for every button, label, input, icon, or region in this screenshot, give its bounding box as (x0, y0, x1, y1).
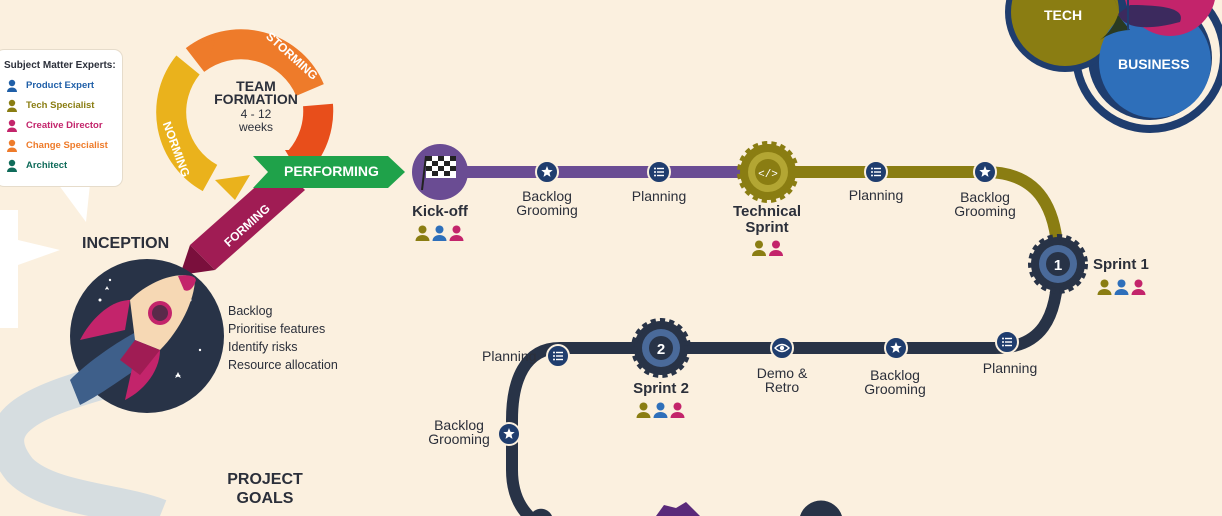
performing-arrow (253, 156, 405, 188)
list-icon (647, 160, 671, 184)
legend-tail (58, 184, 90, 222)
step-planning-2: Planning (848, 187, 904, 203)
list-icon (546, 344, 570, 368)
list-icon (864, 160, 888, 184)
inception-item-prioritise: Prioritise features (228, 322, 326, 336)
eye-icon (770, 336, 794, 360)
person-icon (7, 159, 17, 172)
step-backlog-grooming-2-l2: Grooming (954, 203, 1016, 219)
inception-title: INCEPTION (82, 235, 170, 252)
team-formation-title-1: TEAM (236, 78, 276, 94)
sprint2-number: 2 (657, 341, 665, 358)
kickoff-people (415, 225, 465, 241)
step-backlog-grooming-3-l2: Grooming (864, 381, 926, 397)
technical-sprint-label-1: Technical (732, 203, 802, 220)
venn-tech-circle (1011, 0, 1119, 66)
sprint1-gear: 1 (1028, 234, 1088, 294)
project-goals-line2: GOALS (236, 490, 294, 507)
person-icon (1131, 279, 1146, 295)
kickoff-label: Kick-off (412, 203, 468, 220)
track-navy (506, 263, 1064, 516)
code-icon: </> (758, 169, 778, 181)
technical-sprint-label-2: Sprint (745, 219, 789, 236)
partial-bubble (0, 210, 18, 328)
team-formation-unit: weeks (238, 120, 274, 134)
star-icon (497, 422, 521, 446)
list-icon (995, 330, 1019, 354)
person-icon (1114, 279, 1129, 295)
step-backlog-grooming-1-l2: Grooming (516, 202, 578, 218)
venn-business-label: BUSINESS (1118, 56, 1190, 72)
person-icon (769, 240, 783, 256)
star-icon (973, 160, 997, 184)
venn-tech-label: TECH (1044, 7, 1083, 23)
team-formation-title-2: FORMATION (214, 91, 298, 107)
bottom-badge (656, 502, 700, 516)
norming-arc (156, 55, 218, 192)
step-backlog-grooming-2-l1: Backlog (960, 189, 1010, 205)
performing-label: PERFORMING (284, 163, 379, 179)
inception-item-risks: Identify risks (228, 340, 298, 354)
step-backlog-grooming-4-l2: Grooming (428, 431, 490, 447)
legend-title: Subject Matter Experts: (4, 60, 116, 71)
sprint1-label: Sprint 1 (1093, 256, 1149, 273)
star-icon (535, 160, 559, 184)
step-planning-1: Planning (631, 188, 687, 204)
step-backlog-grooming-3-l1: Backlog (870, 367, 920, 383)
person-icon (415, 225, 430, 241)
sprint2-label: Sprint 2 (633, 380, 689, 397)
person-icon (670, 402, 685, 418)
venn-overlap (1118, 5, 1181, 28)
technical-sprint-people (752, 240, 784, 256)
person-icon (653, 402, 668, 418)
technical-sprint-gear: </> (737, 141, 799, 203)
person-icon (449, 225, 464, 241)
sprint2-gear: 2 (631, 318, 691, 378)
venn-diagram (1005, 0, 1222, 133)
person-icon (7, 119, 17, 132)
step-demo-retro-l2: Retro (764, 379, 800, 395)
team-formation-duration: 4 - 12 (240, 107, 272, 121)
sprint1-number: 1 (1054, 257, 1062, 274)
person-icon (7, 139, 17, 152)
step-planning-3: Planning (982, 360, 1038, 376)
person-icon (636, 402, 651, 418)
legend-panel: Subject Matter Experts: Product Expert T… (0, 50, 122, 186)
person-icon (1097, 279, 1112, 295)
kickoff-node (412, 144, 468, 200)
road-path (0, 363, 167, 516)
project-goals-line1: PROJECT (227, 471, 303, 488)
inception-rocket (70, 259, 224, 413)
person-icon (7, 79, 17, 92)
inception-item-resources: Resource allocation (228, 358, 338, 372)
forming-ribbon (190, 165, 305, 270)
person-icon (7, 99, 17, 112)
step-demo-retro-l1: Demo & (756, 365, 808, 381)
bottom-node (800, 500, 842, 516)
star-icon (884, 336, 908, 360)
step-nodes (497, 160, 1019, 446)
step-planning-4: Planning (482, 348, 537, 364)
sprint1-people (1097, 279, 1147, 295)
person-icon (752, 240, 766, 256)
step-backlog-grooming-1-l1: Backlog (522, 188, 572, 204)
step-backlog-grooming-4-l1: Backlog (434, 417, 484, 433)
team-formation-cycle (156, 29, 405, 275)
inception-item-backlog: Backlog (228, 304, 273, 318)
person-icon (432, 225, 447, 241)
sprint2-people (636, 402, 686, 418)
